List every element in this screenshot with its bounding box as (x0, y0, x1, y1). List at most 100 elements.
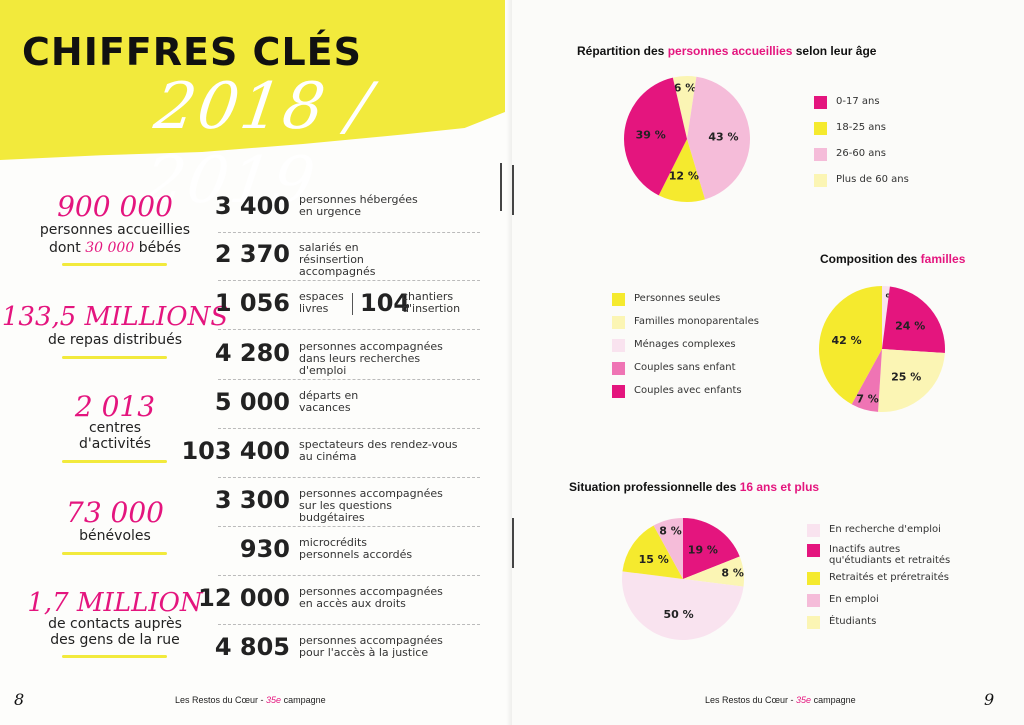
key-figure-label: de contacts auprès (48, 616, 182, 632)
yellow-underline (62, 552, 167, 555)
pie-slice-label: 12 % (669, 169, 699, 182)
pie-slice (687, 76, 750, 200)
stat-row: 930 microcrédits personnels accordés (218, 529, 480, 576)
stat-number: 930 (239, 535, 290, 563)
yellow-underline (62, 263, 167, 266)
stat-text: salariés en résinsertion accompagnés (299, 241, 376, 278)
pie-slice-label: 39 % (636, 129, 666, 142)
legend-label: Familles monoparentales (634, 316, 759, 327)
yellow-underline (62, 460, 167, 463)
pie-slice-label: 19 % (688, 544, 718, 557)
legend-swatch (807, 616, 820, 629)
right-page: Répartition des personnes accueillies se… (512, 0, 1024, 725)
stat-number: 2 370 (214, 240, 290, 268)
pie-slice-label: 6 % (674, 81, 697, 94)
chart-title: Composition des familles (820, 252, 966, 266)
pie-slice-label: 15 % (639, 553, 669, 566)
pie-slice-label: 25 % (891, 370, 921, 383)
key-figure-value: 2 013 (74, 390, 156, 423)
key-figure-label: bénévoles (79, 528, 151, 544)
pie-slice (624, 77, 687, 196)
margin-rule (512, 518, 514, 568)
legend-swatch (814, 174, 827, 187)
legend-label: Personnes seules (634, 293, 721, 304)
stat-row: 3 400 personnes hébergées en urgence (215, 186, 480, 233)
chart-title: Situation professionnelle des 16 ans et … (569, 480, 820, 494)
pie-slice-label: 8 % (721, 567, 744, 580)
stat-text: personnes hébergées en urgence (299, 193, 418, 218)
left-page: CHIFFRES CLÉS 2018 / 2019 900 000 person… (0, 0, 505, 709)
stat-number: 103 400 (181, 437, 290, 465)
pie-slice-label: 24 % (895, 320, 925, 333)
legend-swatch (807, 544, 820, 557)
age-pie-chart: 6 % 43 % 12 % 39 % (624, 76, 750, 202)
legend-label: 0-17 ans (836, 96, 880, 107)
legend-label: Couples sans enfant (634, 362, 736, 373)
key-figure-label: des gens de la rue (50, 632, 180, 648)
pie-slice-label: 8 % (659, 525, 682, 538)
legend-swatch (612, 293, 625, 306)
stat-text: spectateurs des rendez-vous au cinéma (299, 438, 458, 463)
key-figure-label: personnes accueillies (39, 222, 191, 238)
legend-label: Retraités et préretraités (829, 572, 949, 583)
pie-slice (882, 286, 890, 349)
page-number: 8 (14, 690, 25, 709)
pie-slice (683, 556, 744, 587)
yellow-underline (62, 356, 167, 359)
family-pie-chart: 2 %24 %25 %7 %42 % (819, 286, 945, 412)
separator (352, 293, 353, 315)
pie-slice (878, 349, 945, 412)
footer: Les Restos du Cœur - 35e campagne (705, 695, 856, 705)
key-figure-value: 133,5 MILLIONS (1, 302, 229, 332)
key-figure-label: centres (88, 420, 142, 436)
key-figure-value: 1,7 MILLION (27, 588, 203, 618)
legend-label: Ménages complexes (634, 339, 736, 350)
legend-swatch (807, 572, 820, 585)
stat-number: 4 280 (214, 339, 290, 367)
pie-slice-label: 7 % (856, 393, 879, 406)
legend-label: En emploi (829, 594, 879, 605)
stat-number: 104 (360, 289, 411, 317)
key-figure-value: 900 000 (57, 190, 173, 223)
legend-label: Couples avec enfants (634, 385, 742, 396)
pie-slice-label: 42 % (832, 334, 862, 347)
stat-row: 4 280 personnes accompagnées dans leurs … (214, 333, 480, 380)
stat-row: 5 000 départs en vacances (214, 382, 480, 429)
legend-swatch (612, 362, 625, 375)
stat-number: 3 300 (214, 486, 290, 514)
legend-label: 18-25 ans (836, 122, 886, 133)
stat-row: 12 000 personnes accompagnées en accès a… (198, 578, 480, 625)
stat-text: personnes accompagnées sur les questions… (299, 487, 443, 524)
chart-title: Répartition des personnes accueillies se… (577, 44, 877, 58)
pie-slice (653, 518, 683, 579)
stat-number: 12 000 (198, 584, 290, 612)
stat-text: départs en vacances (299, 389, 359, 414)
pie-slice (851, 349, 882, 412)
pie-slice (882, 286, 945, 353)
stat-text: chantiers d'insertion (402, 290, 461, 315)
legend-label: Plus de 60 ans (836, 174, 909, 185)
stat-row: 103 400 spectateurs des rendez-vous au c… (181, 431, 480, 478)
stat-text: microcrédits personnels accordés (299, 536, 413, 561)
pie-slice (819, 286, 882, 405)
legend-label: Étudiants (829, 616, 877, 627)
margin-rule (500, 163, 502, 211)
legend-swatch (814, 122, 827, 135)
legend-label: En recherche d'emploi (829, 524, 941, 535)
key-figure-label: dont 30 000 bébés (48, 240, 181, 256)
legend-label: Inactifs autres qu'étudiants et retraité… (829, 544, 951, 566)
legend-label: 26-60 ans (836, 148, 886, 159)
pie-slice (622, 525, 683, 579)
yellow-underline (62, 655, 167, 658)
legend-swatch (807, 524, 820, 537)
page-number: 9 (984, 690, 995, 709)
footer: Les Restos du Cœur - 35e campagne (175, 695, 326, 705)
key-figure-label: de repas distribués (47, 332, 183, 348)
employment-pie-chart: 19 %8 %50 %15 %8 % (622, 518, 744, 640)
legend-swatch (814, 96, 827, 109)
stat-number: 5 000 (214, 388, 290, 416)
stat-row: 4 805 personnes accompagnées pour l'accè… (215, 627, 480, 673)
pie-slice (672, 76, 697, 139)
stat-text: personnes accompagnées en accès aux droi… (299, 585, 443, 610)
pie-slice-label: 43 % (708, 130, 738, 143)
